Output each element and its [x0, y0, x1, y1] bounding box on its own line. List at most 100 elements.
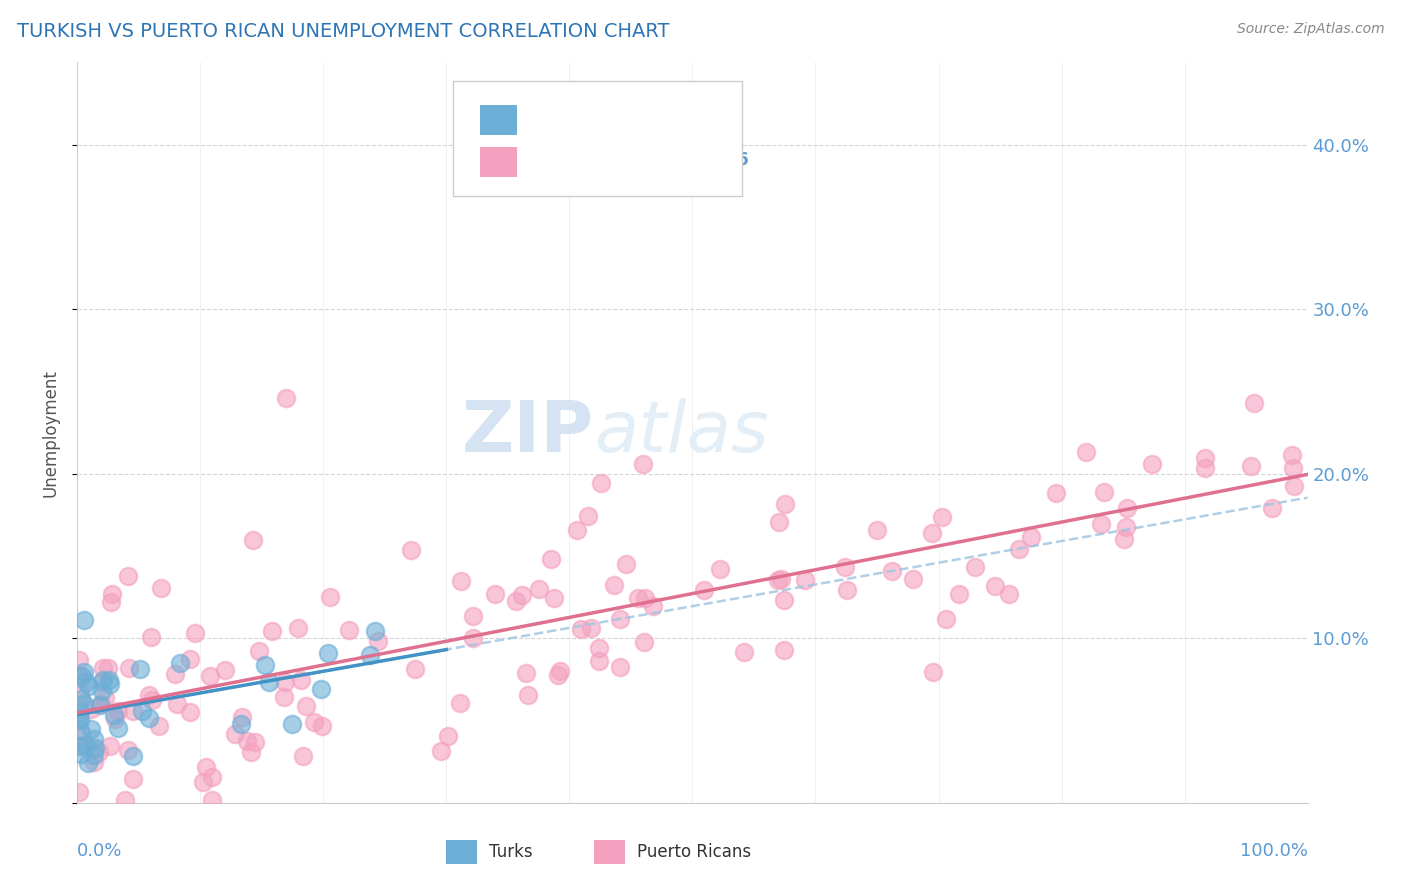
Point [633, 635, 655, 649]
Point [91, 675, 114, 690]
Point [614, 557, 637, 571]
Text: 0.590: 0.590 [582, 152, 634, 169]
Point [766, 573, 789, 587]
Text: atlas: atlas [595, 398, 769, 467]
Point [67, 669, 90, 683]
Point [1282, 461, 1305, 475]
Point [633, 457, 655, 471]
Text: Puerto Ricans: Puerto Ricans [637, 843, 751, 861]
Point [98, 677, 121, 691]
Text: 0.0%: 0.0% [77, 842, 122, 860]
Text: N =: N = [665, 110, 702, 128]
Point [935, 611, 957, 625]
Point [834, 559, 856, 574]
Point [150, 581, 173, 595]
Point [588, 654, 610, 668]
FancyBboxPatch shape [453, 81, 742, 195]
Point [69, 723, 91, 737]
Point [163, 667, 186, 681]
Point [191, 774, 214, 789]
Point [93, 673, 115, 688]
Point [166, 698, 188, 712]
FancyBboxPatch shape [447, 840, 477, 863]
Point [436, 729, 458, 743]
Point [98, 739, 121, 753]
Point [609, 660, 631, 674]
Point [280, 716, 302, 731]
Point [311, 681, 333, 696]
Point [318, 647, 340, 661]
Point [569, 622, 592, 636]
Point [257, 675, 280, 690]
Point [138, 711, 160, 725]
Point [67, 653, 90, 667]
Point [770, 573, 793, 587]
Point [773, 497, 796, 511]
Point [224, 727, 246, 741]
Point [214, 663, 236, 677]
Point [576, 509, 599, 524]
Point [169, 656, 191, 670]
Point [80, 722, 103, 736]
Point [274, 674, 297, 689]
Point [461, 609, 484, 624]
Point [641, 599, 664, 613]
Point [262, 624, 284, 639]
Point [117, 569, 139, 583]
Point [1282, 479, 1305, 493]
Point [588, 640, 610, 655]
Point [463, 632, 485, 646]
Point [184, 625, 207, 640]
Point [450, 574, 472, 588]
Point [70, 747, 93, 761]
Point [547, 668, 569, 682]
Point [69, 686, 91, 700]
Text: 39: 39 [714, 110, 738, 128]
Point [627, 591, 650, 605]
Text: ZIP: ZIP [461, 398, 595, 467]
Point [70, 669, 93, 683]
Point [69, 705, 91, 719]
Point [141, 692, 163, 706]
Point [603, 578, 626, 592]
Point [449, 697, 471, 711]
Point [242, 533, 264, 548]
Point [94, 691, 117, 706]
Point [73, 665, 96, 680]
Point [1240, 458, 1263, 473]
Point [117, 743, 139, 757]
Point [131, 704, 153, 718]
Point [122, 772, 145, 786]
Point [72, 739, 94, 754]
Point [243, 735, 266, 749]
Point [1243, 396, 1265, 410]
Text: R =: R = [533, 152, 568, 169]
Point [179, 652, 201, 666]
Point [253, 657, 276, 672]
Point [139, 630, 162, 644]
Point [921, 665, 943, 679]
Point [129, 662, 152, 676]
Point [709, 562, 731, 576]
Point [148, 719, 170, 733]
Point [579, 621, 602, 635]
Point [91, 660, 114, 674]
Point [548, 664, 571, 678]
Point [247, 643, 270, 657]
Point [882, 564, 904, 578]
Point [984, 578, 1007, 592]
Point [543, 591, 565, 605]
Point [1090, 516, 1112, 531]
FancyBboxPatch shape [479, 147, 516, 177]
Point [921, 525, 943, 540]
Point [430, 744, 453, 758]
Point [67, 784, 90, 798]
Point [1115, 520, 1137, 534]
Point [793, 573, 815, 587]
Point [1261, 500, 1284, 515]
Text: N =: N = [665, 152, 702, 169]
Text: Source: ZipAtlas.com: Source: ZipAtlas.com [1237, 22, 1385, 37]
Text: TURKISH VS PUERTO RICAN UNEMPLOYMENT CORRELATION CHART: TURKISH VS PUERTO RICAN UNEMPLOYMENT COR… [17, 22, 669, 41]
Point [103, 708, 125, 723]
Point [104, 712, 127, 726]
